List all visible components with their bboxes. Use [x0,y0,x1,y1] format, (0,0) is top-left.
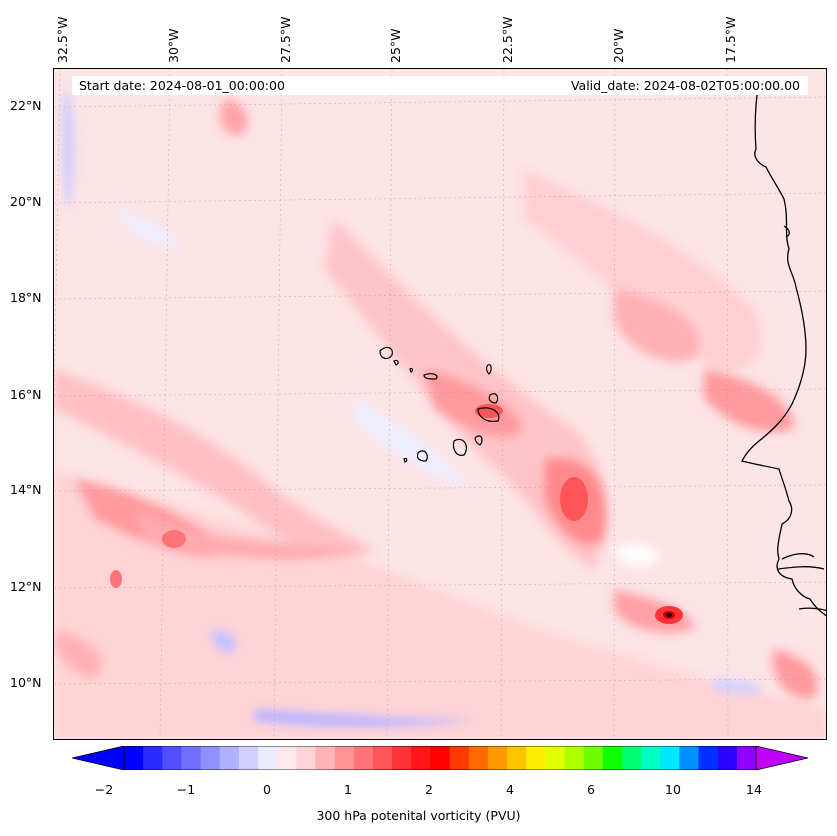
colorbar-cell [545,746,565,770]
colorbar-cell [583,746,604,770]
lat-label: 12°N [10,579,42,594]
colorbar-cell [392,746,412,770]
lon-label: 17.5°W [723,16,738,63]
colorbar-cell [315,746,336,770]
colorbar-cell [181,746,202,770]
colorbar-cell [698,746,719,770]
colorbar-cell [641,746,661,770]
colorbar-label: 300 hPa potenital vorticity (PVU) [316,808,521,823]
colorbar-cell [564,746,585,770]
colorbar-cell [219,746,240,770]
colorbar-cell [353,746,374,770]
colorbar-cell [602,746,623,770]
colorbar-cell [238,746,259,770]
colorbar-cell [526,746,546,770]
colorbar-cell [468,746,489,770]
colorbar-cell [717,746,738,770]
lon-label: 32.5°W [55,16,70,63]
colorbar-cell [277,746,297,770]
colorbar-cell [507,746,527,770]
lat-label: 14°N [10,482,42,497]
colorbar-cell [621,746,642,770]
colorbar-tick: −1 [176,782,196,797]
colorbar-tick: 14 [746,782,762,797]
colorbar-cell [200,746,221,770]
lat-label: 16°N [10,387,42,402]
colorbar-cell [449,746,470,770]
colorbar-extend-high [755,746,808,770]
colorbar-cell [258,746,278,770]
info-bar: Start date: 2024-08-01_00:00:00 Valid_da… [72,76,808,95]
lon-label: 22.5°W [500,16,515,63]
colorbar-cell [296,746,317,770]
colorbar-cell [372,746,393,770]
cabo-verde-islands [379,346,500,463]
colorbar-tick: 4 [506,782,514,797]
lat-label: 20°N [10,194,42,209]
colorbar-outline [123,746,757,770]
coastline [741,78,826,617]
colorbar-cell [411,746,431,770]
pv-field-map [54,69,826,739]
colorbar [72,746,808,770]
colorbar-tick: 10 [665,782,681,797]
colorbar-cell [487,746,508,770]
lat-label: 10°N [10,675,42,690]
colorbar-cell [430,746,451,770]
colorbar-tick: 2 [425,782,433,797]
valid-date-text: Valid_date: 2024-08-02T05:00:00.00 [570,78,800,93]
lon-label: 20°W [611,28,626,63]
colorbar-cell [143,746,163,770]
gridlines [54,69,826,739]
colorbar-cell [124,746,144,770]
colorbar-cell [736,746,757,770]
colorbar-tick: 6 [587,782,595,797]
colorbar-extend-low [72,746,125,770]
colorbar-cell [162,746,182,770]
lon-label: 30°W [166,28,181,63]
lat-label: 22°N [10,98,42,113]
colorbar-cell [679,746,700,770]
colorbar-cell [660,746,680,770]
lat-label: 18°N [10,290,42,305]
map-panel[interactable] [53,68,827,740]
colorbar-cell [334,746,355,770]
pv-maxima [110,404,683,624]
start-date-text: Start date: 2024-08-01_00:00:00 [79,78,285,93]
lon-label: 25°W [388,28,403,63]
colorbar-tick: −2 [94,782,114,797]
colorbar-cells [124,746,757,770]
colorbar-tick: 1 [344,782,352,797]
lon-label: 27.5°W [278,16,293,63]
colorbar-tick: 0 [263,782,271,797]
